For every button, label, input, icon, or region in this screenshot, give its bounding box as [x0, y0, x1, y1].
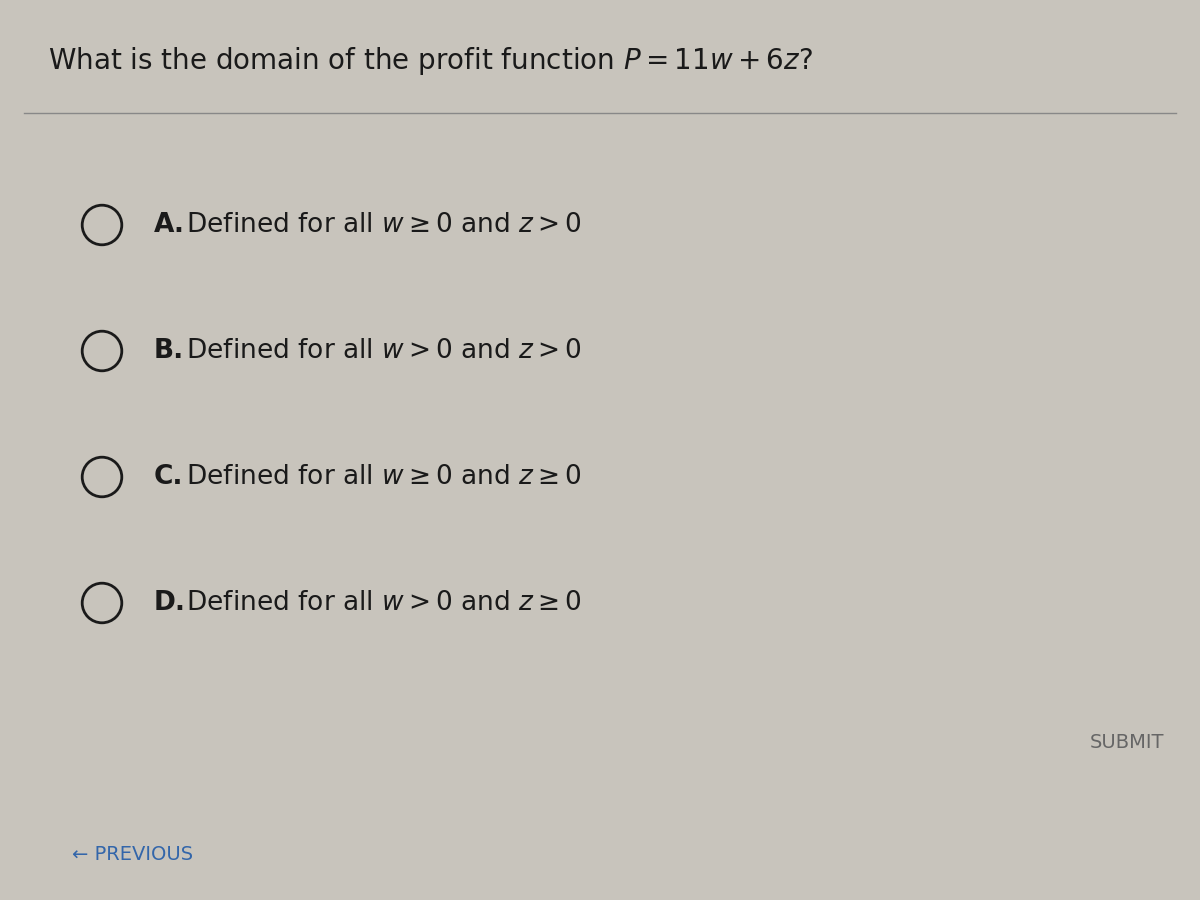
Text: A.: A. — [154, 212, 185, 238]
Text: Defined for all $w \geq 0$ and $z > 0$: Defined for all $w \geq 0$ and $z > 0$ — [178, 212, 581, 238]
Text: D.: D. — [154, 590, 186, 616]
Text: Defined for all $w \geq 0$ and $z \geq 0$: Defined for all $w \geq 0$ and $z \geq 0… — [178, 464, 581, 490]
Text: B.: B. — [154, 338, 184, 364]
Text: Defined for all $w > 0$ and $z \geq 0$: Defined for all $w > 0$ and $z \geq 0$ — [178, 590, 581, 616]
Text: SUBMIT: SUBMIT — [1090, 733, 1164, 752]
Text: What is the domain of the profit function $P = 11w + 6z$?: What is the domain of the profit functio… — [48, 45, 812, 77]
Text: Defined for all $w > 0$ and $z > 0$: Defined for all $w > 0$ and $z > 0$ — [178, 338, 581, 364]
Text: C.: C. — [154, 464, 184, 490]
Text: ← PREVIOUS: ← PREVIOUS — [72, 845, 193, 865]
